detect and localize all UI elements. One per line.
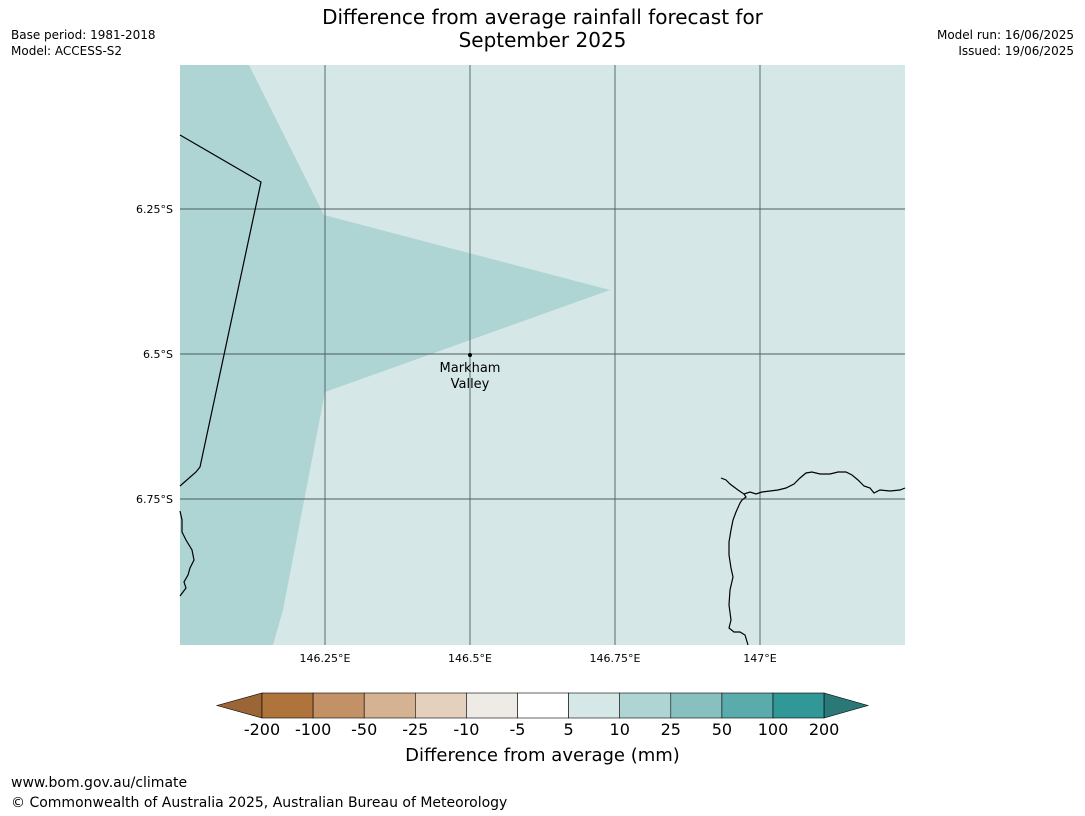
colorbar-segment <box>670 692 723 719</box>
colorbar-tick-label: 200 <box>809 720 840 739</box>
lat-label-6-75: 6.75°S <box>136 493 173 506</box>
lat-label-6-25: 6.25°S <box>136 203 173 216</box>
base-period-text: Base period: 1981-2018 <box>11 28 156 42</box>
colorbar-tick-label: -200 <box>244 720 280 739</box>
colorbar-tick-label: -10 <box>453 720 479 739</box>
colorbar-segment <box>466 692 518 719</box>
colorbar-segment <box>517 692 569 719</box>
title-line-1: Difference from average rainfall forecas… <box>322 5 763 29</box>
rainfall-band-10-25 <box>180 65 610 645</box>
model-text: Model: ACCESS-S2 <box>11 44 123 58</box>
colorbar-tick-label: -100 <box>295 720 331 739</box>
colorbar <box>215 692 870 719</box>
lat-label-6-5: 6.5°S <box>143 348 173 361</box>
place-label-line-1: Markham <box>440 361 501 376</box>
place-marker <box>468 353 472 357</box>
lon-label-146-5: 146.5°E <box>448 652 492 665</box>
run-info: Model run: 16/06/2025 Issued: 19/06/2025 <box>937 27 1074 59</box>
colorbar-tick-label: -50 <box>351 720 377 739</box>
coastline-southwest <box>179 510 195 597</box>
model-run-text: Model run: 16/06/2025 <box>936 28 1074 42</box>
colorbar-title: Difference from average (mm) <box>405 745 680 766</box>
colorbar-extend-low <box>215 692 263 719</box>
title-line-2: September 2025 <box>458 28 627 52</box>
colorbar-tick-label: 100 <box>758 720 789 739</box>
colorbar-segment <box>568 692 620 719</box>
base-info: Base period: 1981-2018 Model: ACCESS-S2 <box>11 27 156 59</box>
colorbar-segment <box>312 692 365 719</box>
colorbar-tick-label: 25 <box>661 720 681 739</box>
lon-label-146-75: 146.75°E <box>590 652 641 665</box>
chart-title: Difference from average rainfall forecas… <box>0 6 1085 52</box>
colorbar-segment <box>772 692 825 719</box>
colorbar-tick-label: -25 <box>402 720 428 739</box>
lon-label-147: 147°E <box>743 652 776 665</box>
colorbar-labels: -200 -100 -50 -25 -10 -5 5 10 25 50 100 200 <box>244 720 840 739</box>
colorbar-extend-high <box>823 692 870 719</box>
colorbar-tick-label: 50 <box>712 720 732 739</box>
boundary-line <box>179 134 262 487</box>
colorbar-segment <box>619 692 672 719</box>
colorbar-segment <box>363 692 416 719</box>
coastlines <box>179 134 906 646</box>
colorbar-segment <box>414 692 467 719</box>
colorbar-segment <box>261 692 314 719</box>
coastline-north-side <box>743 471 906 495</box>
colorbar-segment <box>721 692 774 719</box>
colorbar-tick-label: 10 <box>610 720 630 739</box>
footer-url[interactable]: www.bom.gov.au/climate <box>11 775 188 791</box>
lon-label-146-25: 146.25°E <box>300 652 351 665</box>
footer-copyright: © Commonwealth of Australia 2025, Austra… <box>11 795 508 811</box>
coastline-west-side <box>720 477 749 646</box>
place-label-line-2: Valley <box>451 377 490 392</box>
issued-text: Issued: 19/06/2025 <box>958 44 1074 58</box>
colorbar-tick-label: -5 <box>510 720 526 739</box>
colorbar-tick-label: 5 <box>564 720 574 739</box>
